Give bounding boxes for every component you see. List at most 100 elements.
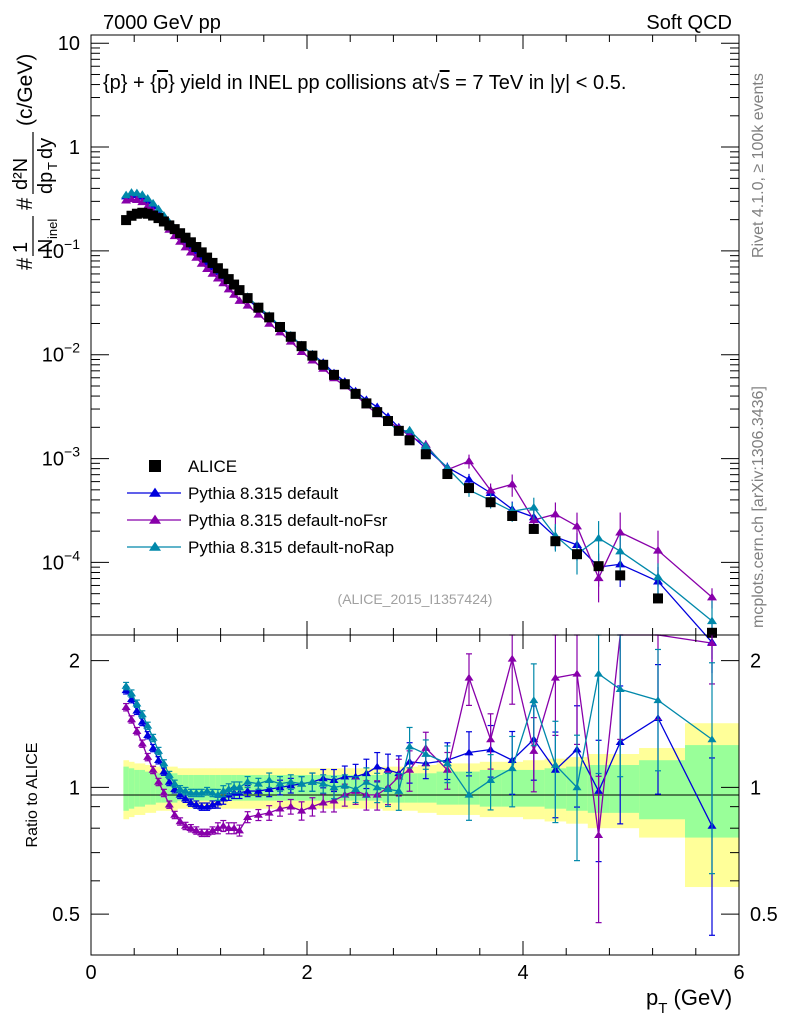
ratio-point-noFsr [191, 826, 201, 834]
main-point-noFsr [485, 485, 496, 494]
ratio-point-default [143, 731, 153, 739]
header-left: 7000 GeV pp [103, 12, 221, 34]
main-point-alice [131, 208, 142, 219]
ratio-point-default [132, 706, 142, 714]
ratio-point-default [127, 695, 136, 702]
ylabel-dp: dp [35, 172, 57, 194]
ratio-point-default [218, 794, 228, 802]
main-point-alice [318, 359, 329, 370]
svg-text:#: # [12, 257, 37, 270]
ylabel-hash1: # [12, 257, 37, 270]
ratio-point-noRap [707, 735, 717, 743]
main-point-alice [164, 220, 175, 231]
ratio-point-noFsr [208, 826, 217, 834]
ratio-point-default [243, 787, 253, 794]
main-point-noFsr [464, 456, 474, 465]
ratio-point-noFsr [507, 654, 517, 662]
main-point-noFsr [196, 259, 207, 267]
ratio-point-noFsr [318, 798, 328, 806]
main-point-noFsr [242, 300, 253, 309]
band-inner [639, 760, 686, 820]
x-tick-label: 6 [733, 962, 744, 984]
main-point-alice [339, 379, 350, 390]
main-point-alice [350, 388, 361, 399]
header-right: Soft QCD [646, 12, 732, 34]
ratio-point-noFsr [329, 796, 339, 804]
main-point-alice [175, 228, 186, 239]
ratio-point-noRap [202, 787, 212, 794]
main-point-noFsr [253, 309, 264, 318]
main-point-noFsr [296, 347, 307, 356]
band-inner [193, 774, 200, 801]
ratio-point-noFsr [286, 802, 296, 810]
ratio-point-noRap [594, 669, 604, 677]
ratio-point-noRap [615, 685, 625, 693]
ratio-point-noRap [550, 760, 560, 768]
band-inner [161, 773, 167, 803]
main-point-noFsr [212, 273, 223, 282]
main-point-alice [137, 207, 148, 218]
ratio-point-noFsr [132, 727, 142, 734]
ratio-point-noRap [286, 777, 296, 785]
ratio-point-default [159, 767, 169, 775]
ratio-point-noRap [154, 746, 163, 754]
xlabel-T: T [658, 1000, 667, 1017]
main-point-noRap [528, 502, 539, 511]
main-point-noFsr [180, 242, 191, 251]
ratio-point-noRap [121, 681, 131, 689]
band-inner [199, 774, 205, 801]
legend-label: Pythia 8.315 default [188, 484, 339, 503]
main-point-noFsr [137, 197, 148, 206]
ratio-point-noRap [361, 777, 371, 785]
ratio-point-noRap [264, 776, 274, 784]
main-point-noRap [142, 194, 153, 202]
main-point-alice [275, 321, 285, 332]
ylabel-dy: dy [35, 138, 57, 159]
ylabel-units: (c/GeV) [14, 54, 37, 126]
main-point-alice [372, 407, 383, 418]
main-point-noFsr [653, 545, 663, 554]
ratio-point-default [181, 794, 190, 802]
ratio-point-noRap [507, 764, 517, 772]
ylabel-inel: inel [45, 219, 60, 239]
ratio-point-noRap [175, 785, 185, 793]
ratio-point-noFsr [127, 715, 136, 723]
legend-marker-triangle [149, 541, 161, 551]
legend-label: ALICE [188, 457, 237, 476]
ratio-point-noRap [137, 710, 147, 718]
band-inner [123, 766, 130, 811]
ratio-point-default [175, 790, 185, 798]
ratio-point-noFsr [164, 800, 174, 808]
main-point-noFsr [207, 269, 218, 277]
ratio-point-default [186, 798, 196, 806]
ratio-point-noFsr [297, 806, 307, 814]
analysis-tag: (ALICE_2015_I1357424) [338, 591, 493, 607]
main-point-alice [361, 398, 372, 409]
band-inner [188, 774, 194, 801]
band-inner [215, 774, 221, 801]
ratio-point-noFsr [213, 824, 223, 832]
main-point-alice [229, 279, 240, 290]
legend-marker-alice [149, 460, 161, 472]
main-point-alice [191, 242, 202, 253]
main-point-alice [653, 593, 663, 604]
ratio-point-noRap [275, 779, 285, 787]
ratio-ylabel: Ratio to ALICE [24, 743, 41, 848]
main-point-alice [158, 216, 169, 227]
ratio-point-noRap [394, 787, 404, 794]
main-panel [90, 34, 740, 674]
ratio-point-noRap [164, 770, 174, 778]
band-inner [417, 773, 437, 803]
rivet-label: Rivet 4.1.0, ≥ 100k events [750, 73, 767, 258]
ratio-point-noRap [218, 787, 228, 794]
ratio-panel [90, 634, 740, 956]
title-part3: = 7 TeV in |y| < 0.5. [450, 72, 627, 94]
ratio-point-noRap [318, 779, 328, 787]
main-point-noFsr [223, 284, 234, 293]
main-point-noRap [137, 190, 148, 198]
ratio-point-default [351, 772, 361, 780]
main-point-noFsr [550, 509, 561, 518]
ratio-point-noFsr [253, 810, 263, 818]
main-point-alice [202, 252, 213, 263]
band-inner [139, 769, 146, 807]
